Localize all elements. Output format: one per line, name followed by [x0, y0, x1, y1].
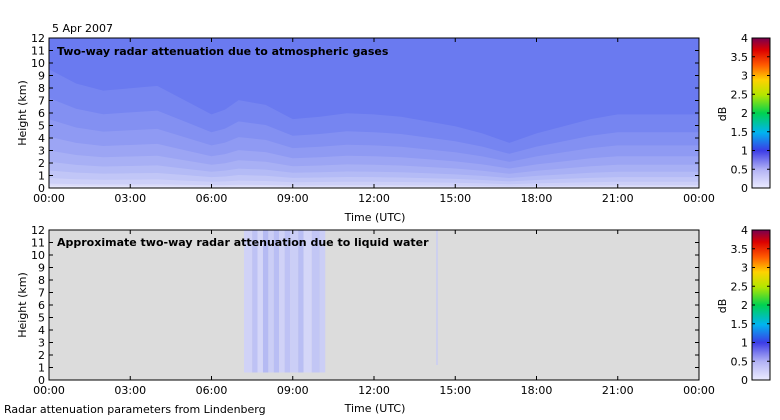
colorbar-tick-label: 3.5 — [731, 243, 749, 256]
y-tick-label: 1 — [38, 362, 45, 375]
liquid-water-streak — [268, 230, 274, 373]
x-tick-label: 15:00 — [439, 192, 471, 205]
y-tick-label: 0 — [38, 182, 45, 195]
y-tick-label: 11 — [31, 45, 45, 58]
x-tick-label: 00:00 — [683, 384, 715, 397]
y-tick-label: 9 — [38, 70, 45, 83]
colorbar-label: dB — [716, 107, 729, 122]
colorbar-tick-label: 2 — [741, 107, 748, 120]
x-axis-label: Time (UTC) — [344, 211, 406, 224]
colorbar-tick-label: 1.5 — [731, 318, 749, 331]
x-tick-label: 09:00 — [277, 192, 309, 205]
x-tick-label: 12:00 — [358, 384, 390, 397]
liquid-water-streak — [262, 230, 269, 373]
liquid-water-attenuation-field — [244, 230, 438, 373]
liquid-water-streak — [252, 230, 258, 373]
colorbar-tick-label: 4 — [741, 32, 748, 45]
liquid-water-streak — [244, 230, 253, 373]
y-tick-label: 10 — [31, 249, 45, 262]
liquid-water-streak — [303, 230, 312, 373]
x-tick-label: 03:00 — [114, 384, 146, 397]
gas-attenuation-field — [49, 38, 699, 188]
x-axis-label: Time (UTC) — [344, 402, 406, 415]
y-tick-label: 7 — [38, 95, 45, 108]
x-axis-ticks: 00:00 03:00 06:00 09:00 12:00 15:00 18:00 21:00… — [33, 38, 715, 205]
colorbar-tick-label: 3.5 — [731, 51, 749, 64]
colorbar-tick-label: 3 — [741, 70, 748, 83]
colorbar-tick-label: 2 — [741, 299, 748, 312]
colorbar-tick-label: 2.5 — [731, 280, 749, 293]
footer-credit: Radar attenuation parameters from Linden… — [4, 403, 266, 416]
y-tick-label: 8 — [38, 82, 45, 95]
y-tick-label: 1 — [38, 170, 45, 183]
panel-liquid-water-attenuation: Approximate two-way radar attenuation du… — [16, 224, 771, 415]
liquid-water-streak — [298, 230, 304, 373]
y-tick-label: 12 — [31, 32, 45, 45]
y-tick-label: 3 — [38, 145, 45, 158]
x-tick-label: 21:00 — [602, 384, 634, 397]
x-tick-label: 03:00 — [114, 192, 146, 205]
colorbar-ticks: 0 0.5 1 1.5 2 2.5 3 3.5 4 — [731, 32, 770, 195]
y-tick-label: 6 — [38, 107, 45, 120]
plot-area-background — [49, 230, 699, 380]
x-tick-label: 00:00 — [33, 192, 65, 205]
colorbar-tick-label: 1.5 — [731, 126, 749, 139]
y-tick-label: 6 — [38, 299, 45, 312]
y-axis-label: Height (km) — [16, 272, 29, 338]
y-tick-label: 0 — [38, 374, 45, 387]
colorbar-tick-label: 2.5 — [731, 88, 749, 101]
x-tick-label: 21:00 — [602, 192, 634, 205]
y-tick-label: 5 — [38, 312, 45, 325]
x-tick-label: 18:00 — [521, 384, 553, 397]
colorbar-label: dB — [716, 299, 729, 314]
x-tick-label: 12:00 — [358, 192, 390, 205]
y-tick-label: 10 — [31, 57, 45, 70]
liquid-water-streak — [273, 230, 280, 373]
liquid-water-streak — [290, 230, 299, 373]
panel-gas-attenuation: Two-way radar attenuation due to atmosph… — [16, 32, 771, 224]
y-axis-label: Height (km) — [16, 80, 29, 146]
y-tick-label: 9 — [38, 262, 45, 275]
y-tick-label: 5 — [38, 120, 45, 133]
y-tick-label: 8 — [38, 274, 45, 287]
x-axis-ticks: 00:00 03:00 06:00 09:00 12:00 15:00 18:00 21:00… — [33, 230, 715, 397]
y-tick-label: 4 — [38, 324, 45, 337]
colorbar-tick-label: 4 — [741, 224, 748, 237]
liquid-water-streak — [279, 230, 285, 373]
x-tick-label: 06:00 — [196, 192, 228, 205]
colorbar-tick-label: 0.5 — [731, 355, 749, 368]
colorbar-tick-label: 0 — [741, 182, 748, 195]
colorbar-tick-label: 1 — [741, 145, 748, 158]
colorbar-tick-label: 0 — [741, 374, 748, 387]
y-tick-label: 7 — [38, 287, 45, 300]
y-tick-label: 11 — [31, 237, 45, 250]
liquid-water-streak — [311, 230, 320, 373]
colorbar-tick-label: 1 — [741, 337, 748, 350]
x-tick-label: 06:00 — [196, 384, 228, 397]
colorbar-tick-label: 0.5 — [731, 163, 749, 176]
liquid-water-streak — [319, 230, 326, 373]
chart-title: Approximate two-way radar attenuation du… — [57, 236, 429, 249]
x-tick-label: 00:00 — [683, 192, 715, 205]
x-tick-label: 15:00 — [439, 384, 471, 397]
y-tick-label: 4 — [38, 132, 45, 145]
y-tick-label: 2 — [38, 157, 45, 170]
y-tick-label: 2 — [38, 349, 45, 362]
x-tick-label: 00:00 — [33, 384, 65, 397]
liquid-water-streak — [257, 230, 263, 373]
y-tick-label: 12 — [31, 224, 45, 237]
liquid-water-streak — [284, 230, 291, 373]
x-tick-label: 18:00 — [521, 192, 553, 205]
liquid-water-streak — [436, 230, 438, 365]
date-label: 5 Apr 2007 — [52, 22, 113, 35]
x-tick-label: 09:00 — [277, 384, 309, 397]
colorbar-tick-label: 3 — [741, 262, 748, 275]
colorbar-ticks: 0 0.5 1 1.5 2 2.5 3 3.5 4 — [731, 224, 770, 387]
y-tick-label: 3 — [38, 337, 45, 350]
chart-title: Two-way radar attenuation due to atmosph… — [57, 45, 389, 58]
